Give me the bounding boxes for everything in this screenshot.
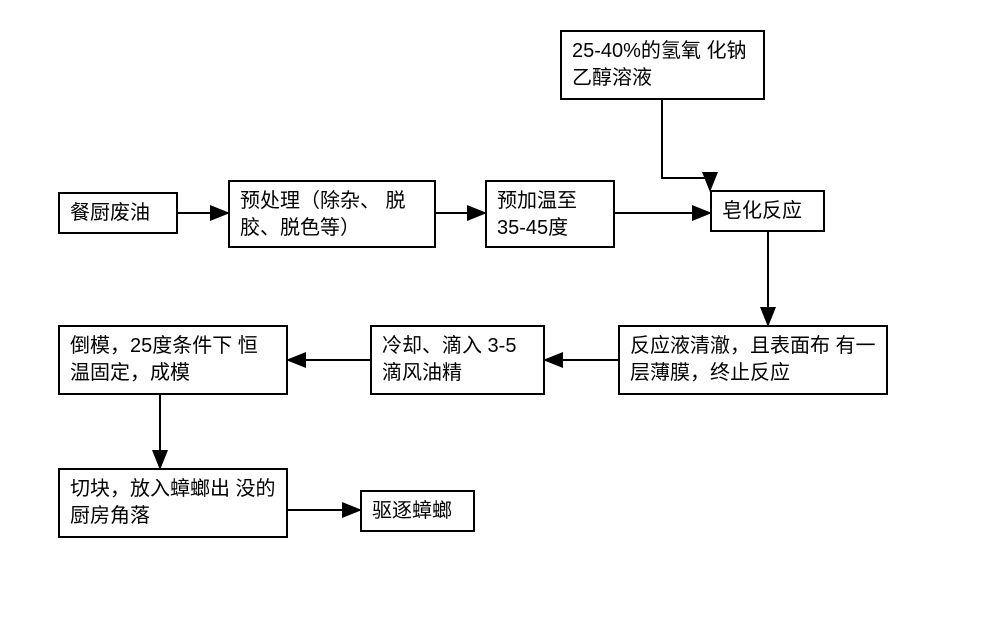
flowchart-node-n1: 餐厨废油: [58, 192, 178, 234]
node-label: 倒模，25度条件下 恒温固定，成模: [70, 335, 258, 384]
flowchart-node-n9: 切块，放入蟑螂出 没的厨房角落: [58, 468, 288, 538]
flowchart-node-n5: 皂化反应: [710, 190, 825, 232]
flowchart-node-n10: 驱逐蟑螂: [360, 490, 475, 532]
flowchart-node-n3: 预加温至 35-45度: [485, 180, 615, 248]
node-label: 驱逐蟑螂: [372, 500, 452, 522]
flowchart-node-n7: 冷却、滴入 3-5滴风油精: [370, 325, 545, 395]
node-label: 切块，放入蟑螂出 没的厨房角落: [70, 478, 276, 527]
flowchart-node-n4: 25-40%的氢氧 化钠乙醇溶液: [560, 30, 765, 100]
node-label: 预加温至 35-45度: [497, 190, 577, 239]
node-label: 冷却、滴入 3-5滴风油精: [382, 335, 516, 384]
node-label: 反应液清澈，且表面布 有一层薄膜，终止反应: [630, 335, 876, 384]
node-label: 皂化反应: [722, 200, 802, 222]
flowchart-node-n2: 预处理（除杂、 脱胶、脱色等）: [228, 180, 436, 248]
flowchart-node-n8: 倒模，25度条件下 恒温固定，成模: [58, 325, 288, 395]
node-label: 预处理（除杂、 脱胶、脱色等）: [240, 190, 406, 239]
node-label: 餐厨废油: [70, 202, 150, 224]
node-label: 25-40%的氢氧 化钠乙醇溶液: [572, 40, 747, 89]
flowchart-edge-3: [662, 100, 710, 190]
flowchart-node-n6: 反应液清澈，且表面布 有一层薄膜，终止反应: [618, 325, 888, 395]
